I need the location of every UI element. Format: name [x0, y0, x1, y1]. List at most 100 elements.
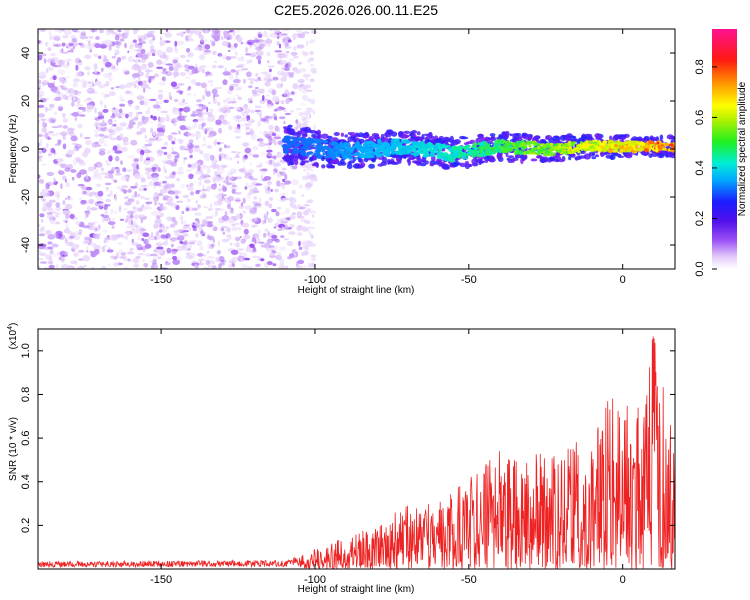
- noise-blob: [53, 111, 57, 115]
- noise-blob: [276, 251, 282, 256]
- noise-blob: [121, 68, 129, 73]
- noise-blob: [197, 112, 202, 117]
- noise-blob: [245, 126, 248, 132]
- noise-blob: [243, 123, 252, 126]
- noise-blob: [208, 236, 213, 242]
- noise-blob: [225, 56, 232, 61]
- echo-core-blob: [292, 138, 299, 143]
- noise-blob: [216, 141, 221, 145]
- noise-blob: [50, 36, 53, 40]
- noise-blob: [72, 40, 78, 48]
- noise-blob: [50, 133, 58, 136]
- noise-blob: [55, 202, 61, 208]
- noise-blob: [163, 168, 168, 174]
- echo-blob: [595, 154, 599, 158]
- noise-blob: [148, 137, 156, 142]
- noise-blob: [123, 266, 129, 269]
- noise-blob: [132, 229, 141, 234]
- noise-blob: [87, 71, 90, 76]
- echo-core-blob: [608, 144, 611, 147]
- noise-blob: [290, 110, 294, 113]
- noise-blob: [248, 175, 254, 180]
- noise-blob: [283, 109, 288, 113]
- echo-blob: [489, 133, 496, 137]
- noise-blob: [168, 92, 171, 97]
- noise-blob: [47, 82, 55, 88]
- noise-blob: [279, 43, 281, 49]
- noise-blob: [82, 190, 87, 195]
- noise-blob: [166, 216, 172, 222]
- echo-core-blob: [356, 151, 360, 156]
- noise-blob: [280, 220, 288, 224]
- noise-blob: [173, 76, 176, 79]
- noise-blob: [207, 134, 213, 138]
- noise-blob: [100, 68, 104, 73]
- noise-blob: [87, 89, 93, 92]
- echo-blob: [557, 136, 561, 141]
- noise-blob: [126, 231, 131, 237]
- noise-blob: [226, 175, 229, 181]
- noise-blob: [116, 127, 124, 131]
- noise-blob: [85, 39, 92, 42]
- noise-blob: [133, 48, 137, 52]
- noise-blob: [271, 132, 277, 137]
- noise-blob: [224, 121, 231, 126]
- echo-blob: [287, 124, 293, 128]
- spectrogram-x-ticks: -150 -100 -50 0: [150, 29, 626, 286]
- noise-blob: [129, 248, 134, 251]
- noise-blob: [67, 265, 75, 269]
- noise-blob: [48, 130, 54, 134]
- noise-blob: [103, 245, 108, 248]
- noise-blob: [232, 30, 236, 37]
- noise-blob: [212, 226, 218, 232]
- echo-core-blob: [668, 147, 671, 152]
- noise-blob: [104, 182, 112, 186]
- noise-blob: [65, 213, 70, 220]
- noise-blob: [217, 240, 220, 247]
- noise-blob: [225, 35, 233, 41]
- echo-core-blob: [458, 146, 463, 151]
- y-tick-label: 20: [20, 95, 32, 107]
- noise-blob: [64, 224, 69, 227]
- echo-blob: [415, 137, 419, 143]
- echo-core-blob: [345, 147, 351, 152]
- noise-blob: [74, 117, 78, 121]
- noise-blob: [84, 236, 91, 241]
- echo-blob: [543, 157, 549, 163]
- noise-blob: [236, 123, 241, 130]
- echo-blob: [619, 134, 627, 138]
- echo-blob: [391, 131, 398, 137]
- noise-blob: [227, 49, 231, 52]
- echo-core-blob: [588, 148, 592, 151]
- echo-core-blob: [372, 151, 377, 156]
- noise-blob: [154, 235, 157, 241]
- noise-blob: [60, 265, 63, 269]
- noise-blob: [197, 258, 205, 262]
- noise-blob: [97, 196, 104, 201]
- noise-blob: [216, 101, 221, 106]
- noise-blob: [296, 44, 305, 49]
- noise-blob: [179, 112, 182, 116]
- noise-blob: [152, 130, 156, 137]
- noise-blob: [114, 194, 118, 201]
- noise-blob: [114, 119, 117, 122]
- noise-blob: [272, 96, 280, 103]
- noise-blob: [152, 104, 161, 109]
- noise-blob: [218, 263, 222, 269]
- echo-core-blob: [655, 148, 659, 153]
- echo-core-blob: [463, 155, 466, 158]
- noise-blob: [228, 74, 234, 80]
- noise-blob: [122, 141, 129, 146]
- echo-blob: [574, 156, 579, 161]
- noise-blob: [198, 123, 202, 130]
- noise-blob: [38, 104, 45, 108]
- echo-core-blob: [656, 141, 660, 145]
- noise-blob: [102, 58, 109, 63]
- noise-blob: [228, 210, 235, 215]
- noise-blob: [57, 139, 62, 145]
- noise-blob: [119, 256, 126, 259]
- echo-blob: [290, 131, 299, 136]
- echo-core-blob: [553, 152, 556, 156]
- noise-blob: [196, 132, 202, 139]
- echo-core-blob: [454, 155, 458, 158]
